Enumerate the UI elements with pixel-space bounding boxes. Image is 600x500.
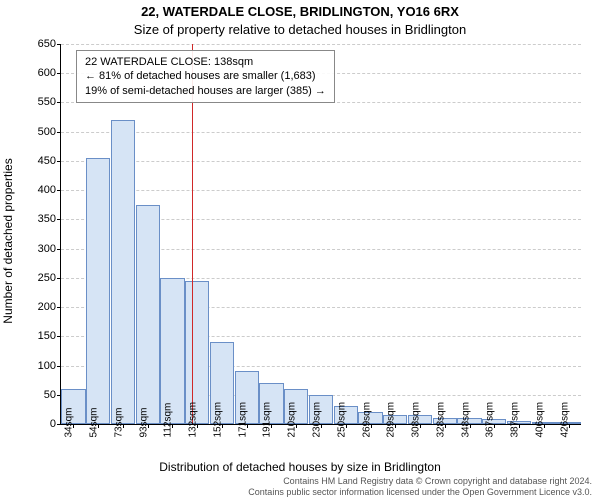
- ytick-mark: [57, 161, 61, 162]
- chart-title-line2: Size of property relative to detached ho…: [0, 22, 600, 37]
- ytick-label: 250: [16, 272, 56, 284]
- gridline: [61, 161, 581, 162]
- annotation-line3: 19% of semi-detached houses are larger (…: [85, 84, 326, 98]
- histogram-bar: [86, 158, 110, 424]
- ytick-mark: [57, 44, 61, 45]
- histogram-bar: [136, 205, 160, 424]
- chart-title-line1: 22, WATERDALE CLOSE, BRIDLINGTON, YO16 6…: [0, 4, 600, 19]
- ytick-mark: [57, 132, 61, 133]
- ytick-mark: [57, 278, 61, 279]
- ytick-mark: [57, 366, 61, 367]
- ytick-label: 0: [16, 418, 56, 430]
- gridline: [61, 44, 581, 45]
- footer-line1: Contains HM Land Registry data © Crown c…: [248, 476, 592, 487]
- ytick-label: 350: [16, 213, 56, 225]
- annotation-box: 22 WATERDALE CLOSE: 138sqm ← 81% of deta…: [76, 50, 335, 103]
- annotation-line1: 22 WATERDALE CLOSE: 138sqm: [85, 55, 326, 69]
- ytick-mark: [57, 102, 61, 103]
- ytick-label: 50: [16, 389, 56, 401]
- ytick-label: 200: [16, 301, 56, 313]
- ytick-mark: [57, 424, 61, 425]
- ytick-label: 150: [16, 330, 56, 342]
- annotation-line2: ← 81% of detached houses are smaller (1,…: [85, 69, 326, 83]
- ytick-label: 450: [16, 155, 56, 167]
- y-axis-label: Number of detached properties: [1, 158, 15, 323]
- ytick-label: 650: [16, 38, 56, 50]
- gridline: [61, 132, 581, 133]
- ytick-label: 100: [16, 360, 56, 372]
- ytick-label: 500: [16, 126, 56, 138]
- ytick-mark: [57, 219, 61, 220]
- ytick-mark: [57, 249, 61, 250]
- footer-attribution: Contains HM Land Registry data © Crown c…: [248, 476, 592, 498]
- ytick-mark: [57, 73, 61, 74]
- gridline: [61, 190, 581, 191]
- chart-container: 22, WATERDALE CLOSE, BRIDLINGTON, YO16 6…: [0, 0, 600, 500]
- x-axis-label: Distribution of detached houses by size …: [0, 460, 600, 474]
- footer-line2: Contains public sector information licen…: [248, 487, 592, 498]
- ytick-mark: [57, 336, 61, 337]
- ytick-label: 550: [16, 96, 56, 108]
- ytick-label: 600: [16, 67, 56, 79]
- ytick-label: 300: [16, 243, 56, 255]
- ytick-label: 400: [16, 184, 56, 196]
- ytick-mark: [57, 190, 61, 191]
- ytick-mark: [57, 307, 61, 308]
- histogram-bar: [111, 120, 135, 424]
